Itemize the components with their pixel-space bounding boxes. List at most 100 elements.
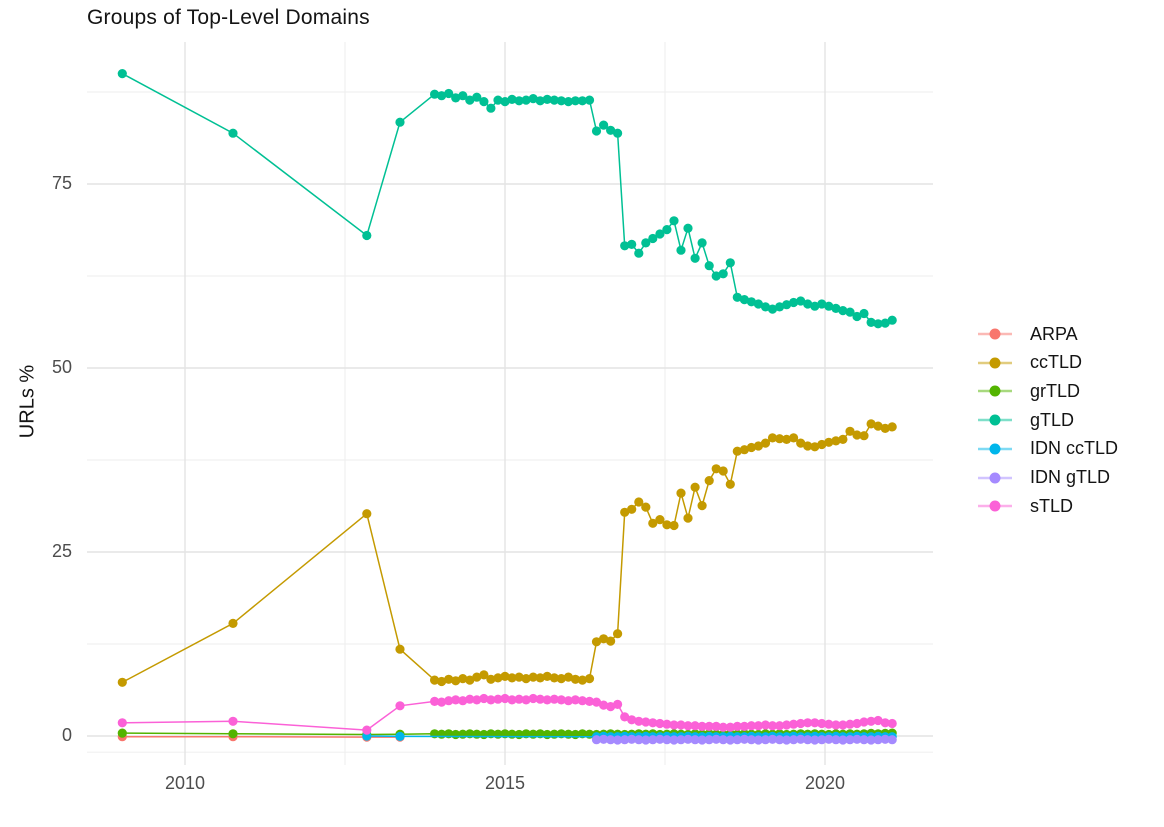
data-point bbox=[521, 674, 531, 684]
data-point bbox=[803, 441, 813, 451]
data-point bbox=[577, 675, 588, 685]
data-point bbox=[648, 718, 658, 728]
y-axis-title: URLs % bbox=[16, 364, 39, 439]
data-point bbox=[117, 677, 127, 687]
data-point bbox=[395, 117, 405, 127]
data-point bbox=[613, 629, 623, 639]
data-point bbox=[451, 676, 461, 686]
data-point bbox=[718, 735, 728, 745]
data-point bbox=[873, 421, 883, 431]
data-point bbox=[444, 696, 454, 706]
data-point bbox=[711, 734, 721, 744]
data-point bbox=[852, 430, 862, 440]
data-point bbox=[606, 636, 616, 646]
data-point bbox=[831, 436, 841, 446]
data-point bbox=[767, 433, 778, 443]
data-point bbox=[760, 438, 771, 448]
data-point bbox=[556, 674, 566, 684]
data-point bbox=[704, 476, 714, 486]
legend-key-dot bbox=[989, 357, 1001, 369]
data-point bbox=[655, 718, 665, 729]
data-point bbox=[718, 722, 728, 732]
series-line bbox=[121, 423, 893, 683]
data-point bbox=[362, 509, 372, 519]
data-point bbox=[845, 307, 855, 317]
data-point bbox=[486, 695, 496, 705]
data-point bbox=[887, 422, 897, 432]
data-point bbox=[746, 442, 757, 453]
data-point bbox=[472, 672, 482, 682]
data-point bbox=[472, 92, 482, 102]
chart-title: Groups of Top-Level Domains bbox=[87, 6, 370, 29]
data-point bbox=[838, 735, 848, 745]
data-point bbox=[873, 319, 883, 329]
data-point bbox=[676, 488, 686, 498]
data-point bbox=[690, 735, 700, 745]
data-point bbox=[437, 697, 447, 707]
data-point bbox=[514, 694, 524, 704]
data-point bbox=[838, 720, 848, 730]
data-point bbox=[627, 734, 637, 744]
data-point bbox=[570, 96, 581, 106]
data-point bbox=[528, 693, 538, 704]
data-point bbox=[514, 672, 524, 682]
data-point bbox=[683, 721, 693, 731]
y-tick-label: 75 bbox=[51, 173, 72, 193]
data-point bbox=[866, 317, 876, 327]
data-point bbox=[725, 258, 735, 268]
data-point bbox=[746, 297, 757, 307]
legend-key-dot bbox=[989, 500, 1001, 512]
data-point bbox=[493, 673, 503, 683]
data-point bbox=[613, 128, 623, 138]
data-point bbox=[577, 96, 588, 106]
data-point bbox=[563, 97, 574, 107]
data-point bbox=[725, 722, 735, 732]
data-point bbox=[838, 434, 848, 444]
data-point bbox=[732, 735, 742, 745]
data-point bbox=[711, 464, 721, 474]
legend-key-dot bbox=[989, 443, 1001, 455]
data-point bbox=[753, 441, 764, 451]
data-point bbox=[591, 735, 602, 745]
x-tick-label: 2020 bbox=[804, 773, 846, 793]
data-point bbox=[767, 734, 778, 744]
data-point bbox=[479, 670, 489, 680]
data-point bbox=[732, 446, 742, 456]
data-point bbox=[437, 676, 447, 687]
data-point bbox=[542, 671, 552, 682]
data-point bbox=[725, 735, 735, 745]
data-point bbox=[556, 96, 566, 106]
data-point bbox=[648, 735, 658, 745]
data-point bbox=[824, 301, 834, 311]
data-point bbox=[852, 718, 862, 729]
series-idn-gtld bbox=[591, 734, 897, 745]
data-point bbox=[662, 735, 672, 745]
data-point bbox=[697, 721, 707, 732]
x-tick-label: 2015 bbox=[484, 773, 526, 793]
data-point bbox=[486, 103, 496, 113]
data-point bbox=[824, 734, 834, 744]
data-point bbox=[796, 296, 806, 306]
data-point bbox=[796, 438, 806, 448]
data-point bbox=[437, 91, 447, 101]
data-point bbox=[521, 95, 531, 105]
data-point bbox=[500, 693, 510, 704]
data-point bbox=[817, 439, 827, 450]
data-point bbox=[704, 721, 714, 732]
data-point bbox=[584, 674, 595, 684]
data-point bbox=[887, 315, 897, 325]
data-point bbox=[866, 735, 876, 745]
data-point bbox=[690, 482, 700, 492]
data-point bbox=[395, 701, 405, 711]
data-point bbox=[599, 120, 609, 130]
data-point bbox=[725, 479, 735, 489]
data-point bbox=[228, 618, 238, 629]
data-point bbox=[845, 719, 855, 729]
data-point bbox=[760, 720, 771, 730]
data-point bbox=[634, 497, 644, 507]
data-point bbox=[570, 695, 581, 705]
data-point bbox=[775, 721, 785, 731]
data-point bbox=[444, 674, 454, 684]
data-point bbox=[746, 735, 757, 745]
data-point bbox=[556, 695, 566, 705]
